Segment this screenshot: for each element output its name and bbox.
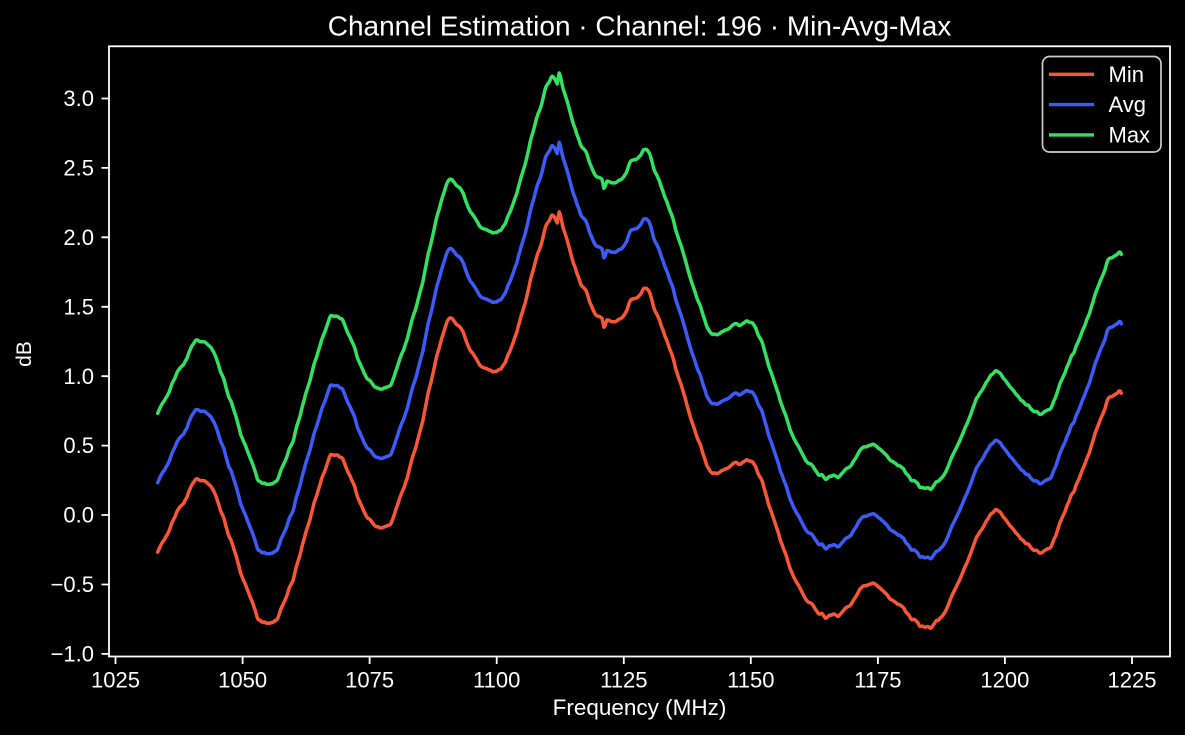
svg-text:−1.0: −1.0 [51,642,94,667]
svg-text:Avg: Avg [1109,92,1147,117]
svg-text:dB: dB [13,341,36,367]
svg-text:0.0: 0.0 [63,503,94,528]
svg-text:1150: 1150 [727,668,774,693]
svg-text:1050: 1050 [218,668,267,693]
svg-text:−0.5: −0.5 [51,572,94,597]
svg-text:1.0: 1.0 [63,364,94,389]
svg-text:1075: 1075 [345,668,394,693]
svg-text:3.0: 3.0 [63,86,94,111]
svg-text:2.5: 2.5 [63,156,94,181]
svg-text:0.5: 0.5 [63,433,94,458]
svg-text:1.5: 1.5 [63,294,94,319]
svg-text:Channel Estimation · Channel:: Channel Estimation · Channel: 196 · Min-… [328,11,952,42]
svg-text:1175: 1175 [854,668,901,693]
svg-text:Max: Max [1109,123,1151,148]
svg-text:1225: 1225 [1108,668,1157,693]
svg-text:Frequency (MHz): Frequency (MHz) [553,695,727,720]
svg-text:1125: 1125 [600,668,647,693]
svg-text:1025: 1025 [91,668,140,693]
svg-text:2.0: 2.0 [63,225,94,250]
svg-text:1100: 1100 [473,668,520,693]
svg-text:Min: Min [1109,62,1144,87]
svg-text:1200: 1200 [980,668,1029,693]
